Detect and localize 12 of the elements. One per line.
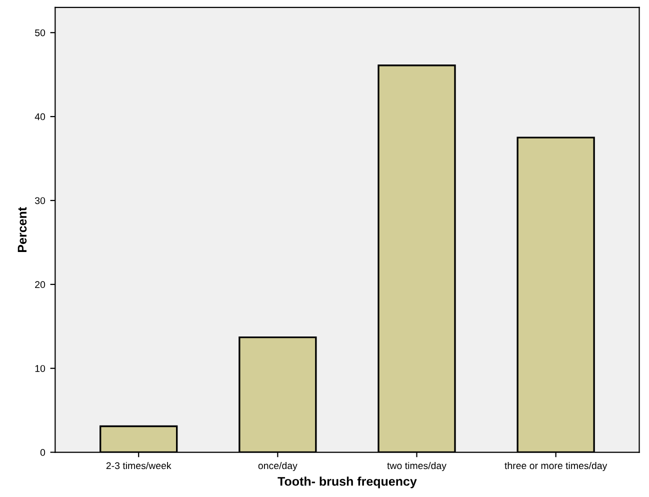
y-tick-label: 30: [35, 197, 46, 204]
x-axis-title: Tooth- brush frequency: [278, 476, 417, 488]
x-tick-label: 2-3 times/week: [106, 462, 172, 470]
y-tick-label: 0: [40, 449, 46, 456]
y-tick-label: 50: [35, 29, 46, 36]
y-tick-label: 10: [35, 365, 46, 372]
y-tick-label: 40: [34, 113, 46, 120]
y-axis-title: Percent: [18, 207, 27, 252]
x-tick-label: three or more times/day: [504, 462, 608, 472]
y-tick-label: 20: [35, 281, 46, 288]
x-tick-label: once/day: [258, 462, 298, 472]
x-tick-label: two times/day: [387, 462, 446, 472]
